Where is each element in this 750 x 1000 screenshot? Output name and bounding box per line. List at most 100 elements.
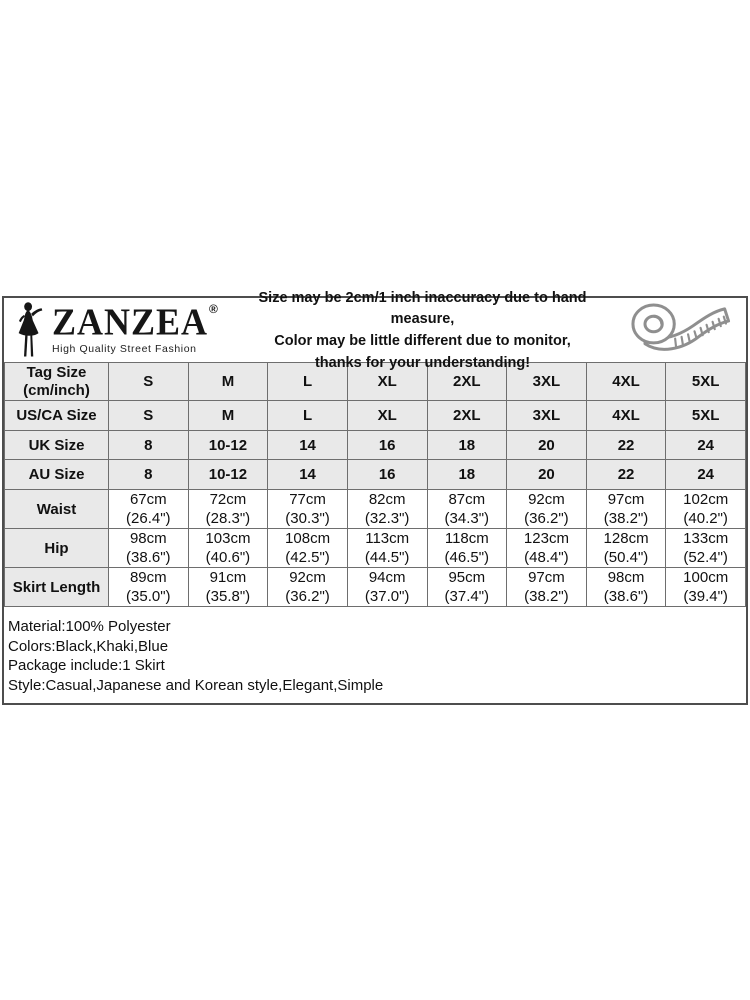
measuring-tape-icon (606, 299, 746, 361)
size-cell: 5XL (665, 362, 746, 401)
measurement-cm: 92cm (289, 569, 326, 586)
measurement-inch: (35.0") (126, 588, 171, 605)
size-table: Tag Size (cm/inch) S M L XL 2XL 3XL 4XL … (4, 362, 746, 607)
measurement-cell: 123cm (48.4") (506, 528, 587, 568)
size-cell: 18 (426, 459, 508, 490)
table-row-skirt-length: Skirt Length 89cm (35.0") 91cm (35.8") 92c… (4, 567, 746, 607)
measurement-cell: 108cm (42.5") (267, 528, 348, 568)
measurement-cm: 118cm (444, 530, 489, 547)
measurement-cell: 113cm (44.5") (346, 528, 428, 568)
measurement-cell: 97cm (38.2") (506, 567, 587, 607)
size-cell: S (108, 400, 189, 431)
size-cell: XL (346, 362, 428, 401)
table-row-au-size: AU Size 8 10-12 14 16 18 20 22 24 (4, 459, 746, 490)
measurement-cm: 91cm (209, 569, 247, 586)
measurement-cm: 113cm (365, 530, 410, 547)
measurement-cm: 103cm (205, 530, 251, 547)
product-notes: Material:100% Polyester Colors:Black,Kha… (4, 607, 746, 703)
measurement-cm: 87cm (448, 491, 486, 508)
measurement-cm: 92cm (528, 491, 565, 508)
measurement-inch: (39.4") (683, 588, 728, 605)
measurement-cm: 98cm (607, 569, 645, 586)
measurement-cell: 98cm (38.6") (585, 567, 667, 607)
measurement-inch: (36.2") (285, 588, 330, 605)
size-cell: XL (346, 400, 428, 431)
size-cell: 4XL (585, 400, 667, 431)
measurement-inch: (48.4") (524, 549, 569, 566)
row-label-au-size: AU Size (4, 459, 109, 490)
measurement-cm: 123cm (523, 530, 569, 547)
measurement-inch: (42.5") (285, 549, 330, 566)
size-cell: 8 (108, 430, 189, 460)
measurement-cell: 103cm (40.6") (187, 528, 269, 568)
brand-wordmark-block: ZANZEA ® High Quality Street Fashion (52, 301, 218, 355)
measurement-cell: 102cm (40.2") (665, 489, 746, 529)
size-cell: 4XL (585, 362, 667, 401)
measurement-cm: 128cm (603, 530, 649, 547)
row-label-tag-size: Tag Size (cm/inch) (4, 362, 109, 401)
size-cell: 10-12 (187, 459, 269, 490)
measurement-inch: (46.5") (444, 549, 490, 566)
measurement-cell: 98cm (38.6") (108, 528, 189, 568)
measurement-inch: (32.3") (364, 510, 410, 527)
measurement-cm: 97cm (607, 491, 645, 508)
measurement-inch: (26.4") (126, 510, 171, 527)
measurement-cm: 67cm (129, 491, 167, 508)
measure-disclaimer: Size may be 2cm/1 inch inaccuracy due to… (239, 286, 606, 375)
registered-trademark: ® (209, 302, 218, 316)
measurement-cm: 100cm (683, 569, 729, 586)
size-cell: 2XL (426, 400, 508, 431)
measurement-cell: 67cm (26.4") (108, 489, 189, 529)
measurement-inch: (50.4") (603, 549, 649, 566)
size-cell: 16 (346, 459, 428, 490)
size-cell: 20 (506, 459, 587, 490)
measurement-cell: 97cm (38.2") (585, 489, 667, 529)
disclaimer-line-2: Color may be little different due to mon… (274, 333, 571, 349)
size-cell: 20 (506, 430, 587, 460)
size-cell: 5XL (665, 400, 746, 431)
measurement-inch: (38.2") (603, 510, 649, 527)
measurement-cell: 77cm (30.3") (267, 489, 348, 529)
measurement-inch: (38.6") (126, 549, 171, 566)
brand-tagline: High Quality Street Fashion (52, 343, 197, 355)
measurement-cm: 94cm (368, 569, 406, 586)
table-row-hip: Hip 98cm (38.6") 103cm (40.6") 108cm (42.5"… (4, 528, 746, 568)
measurement-cm: 72cm (209, 491, 247, 508)
brand-wordmark: ZANZEA (52, 301, 209, 344)
size-cell: 10-12 (187, 430, 269, 460)
size-cell: 24 (665, 430, 746, 460)
measurement-cm: 133cm (683, 530, 729, 547)
measurement-inch: (52.4") (683, 549, 728, 566)
size-cell: M (187, 362, 269, 401)
measurement-inch: (37.4") (444, 588, 490, 605)
brand-logo: ZANZEA ® High Quality Street Fashion (4, 301, 239, 359)
row-label-uk-size: UK Size (4, 430, 109, 460)
measurement-cm: 77cm (289, 491, 326, 508)
measurement-cell: 82cm (32.3") (346, 489, 428, 529)
measurement-inch: (38.2") (524, 588, 569, 605)
measurement-cell: 91cm (35.8") (187, 567, 269, 607)
disclaimer-line-1: Size may be 2cm/1 inch inaccuracy due to… (258, 289, 587, 328)
size-cell: 3XL (506, 400, 587, 431)
size-cell: 22 (585, 430, 667, 460)
header-band: ZANZEA ® High Quality Street Fashion Siz… (4, 290, 746, 371)
size-cell: 14 (267, 459, 348, 490)
measurement-cell: 92cm (36.2") (506, 489, 587, 529)
measurement-inch: (34.3") (444, 510, 490, 527)
size-cell: L (267, 362, 348, 401)
measurement-inch: (44.5") (364, 549, 410, 566)
measurement-inch: (30.3") (285, 510, 330, 527)
measurement-inch: (36.2") (524, 510, 569, 527)
table-row-uk-size: UK Size 8 10-12 14 16 18 20 22 24 (4, 430, 746, 460)
measurement-cm: 95cm (448, 569, 486, 586)
measurement-inch: (28.3") (205, 510, 251, 527)
row-label-us-ca-size: US/CA Size (4, 400, 109, 431)
measurement-inch: (40.2") (683, 510, 728, 527)
measurement-cell: 118cm (46.5") (426, 528, 508, 568)
size-cell: 14 (267, 430, 348, 460)
measurement-cell: 87cm (34.3") (426, 489, 508, 529)
note-style: Style:Casual,Japanese and Korean style,E… (8, 676, 384, 694)
note-package: Package include:1 Skirt (8, 657, 165, 674)
row-label-hip: Hip (4, 528, 109, 568)
size-cell: S (108, 362, 189, 401)
